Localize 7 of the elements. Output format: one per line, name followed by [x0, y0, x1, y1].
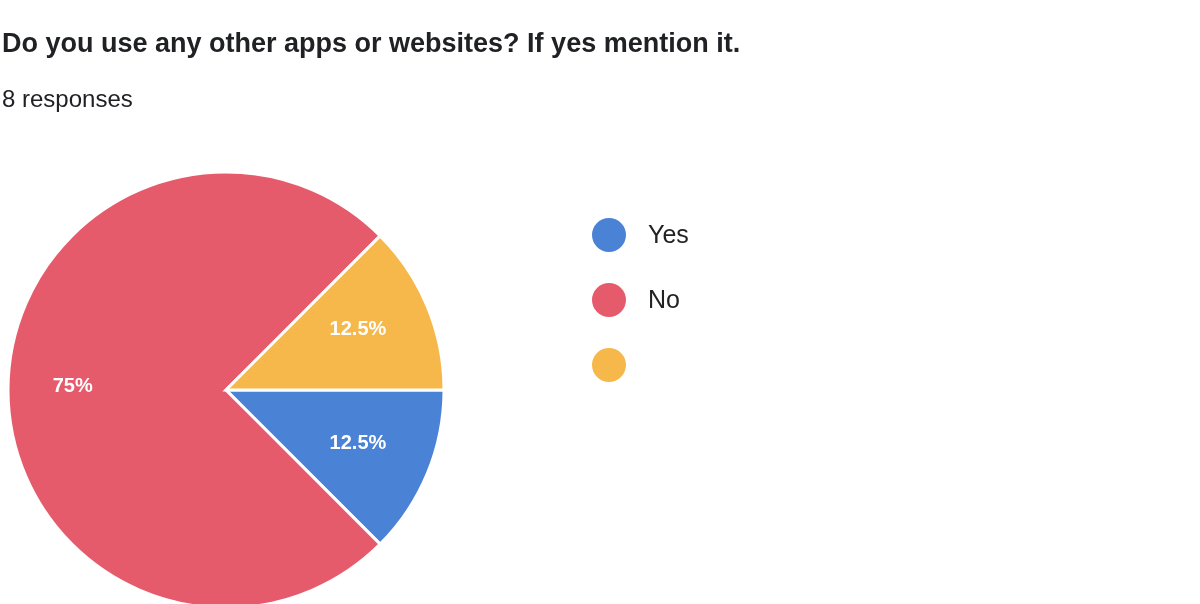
- chart-subtitle: 8 responses: [2, 85, 133, 113]
- chart-title: Do you use any other apps or websites? If yes mention it.: [2, 28, 741, 59]
- data-label: 75%: [52, 374, 93, 396]
- data-label: 12.5%: [329, 430, 387, 453]
- data-label: 12.5%: [329, 317, 387, 340]
- legend-label: Yes: [648, 220, 689, 249]
- legend-label: No: [648, 285, 680, 314]
